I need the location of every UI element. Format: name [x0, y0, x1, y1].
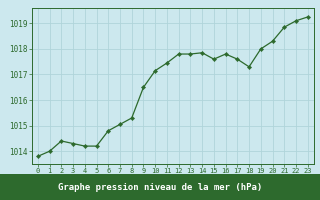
Text: Graphe pression niveau de la mer (hPa): Graphe pression niveau de la mer (hPa)	[58, 182, 262, 192]
